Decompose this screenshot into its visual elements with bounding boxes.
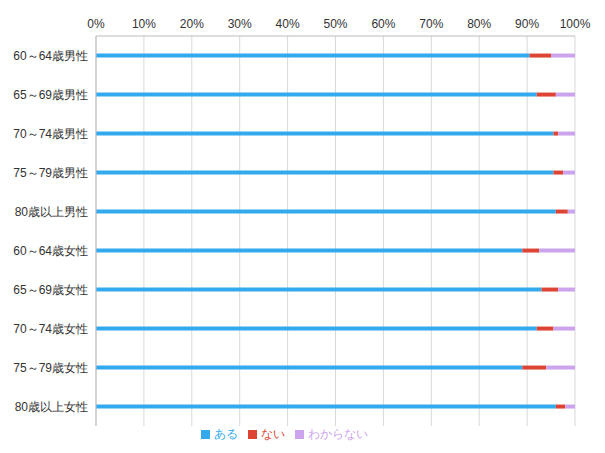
svg-text:40%: 40% [276, 17, 300, 31]
svg-text:80歳以上女性: 80歳以上女性 [15, 400, 88, 414]
svg-text:30%: 30% [228, 17, 252, 31]
svg-text:65～69歳男性: 65～69歳男性 [13, 88, 88, 102]
svg-text:70～74歳女性: 70～74歳女性 [13, 322, 88, 336]
svg-text:10%: 10% [132, 17, 156, 31]
html-text:わからない: わからない [308, 427, 368, 441]
svg-text:90%: 90% [515, 17, 539, 31]
svg-text:60～64歳女性: 60～64歳女性 [13, 244, 88, 258]
svg-text:75～79歳女性: 75～79歳女性 [13, 361, 88, 375]
svg-text:80歳以上男性: 80歳以上男性 [15, 205, 88, 219]
svg-text:60～64歳男性: 60～64歳男性 [13, 49, 88, 63]
svg-text:0%: 0% [87, 17, 105, 31]
svg-text:70%: 70% [419, 17, 443, 31]
svg-text:60%: 60% [371, 17, 395, 31]
svg-text:80%: 80% [467, 17, 491, 31]
svg-text:100%: 100% [560, 17, 591, 31]
html-text:ない: ない [261, 427, 285, 441]
svg-text:75～79歳男性: 75～79歳男性 [13, 166, 88, 180]
svg-text:20%: 20% [180, 17, 204, 31]
svg-text:50%: 50% [323, 17, 347, 31]
html-text:ある: ある [214, 427, 238, 441]
svg-text:70～74歳男性: 70～74歳男性 [13, 127, 88, 141]
svg-text:65～69歳女性: 65～69歳女性 [13, 283, 88, 297]
